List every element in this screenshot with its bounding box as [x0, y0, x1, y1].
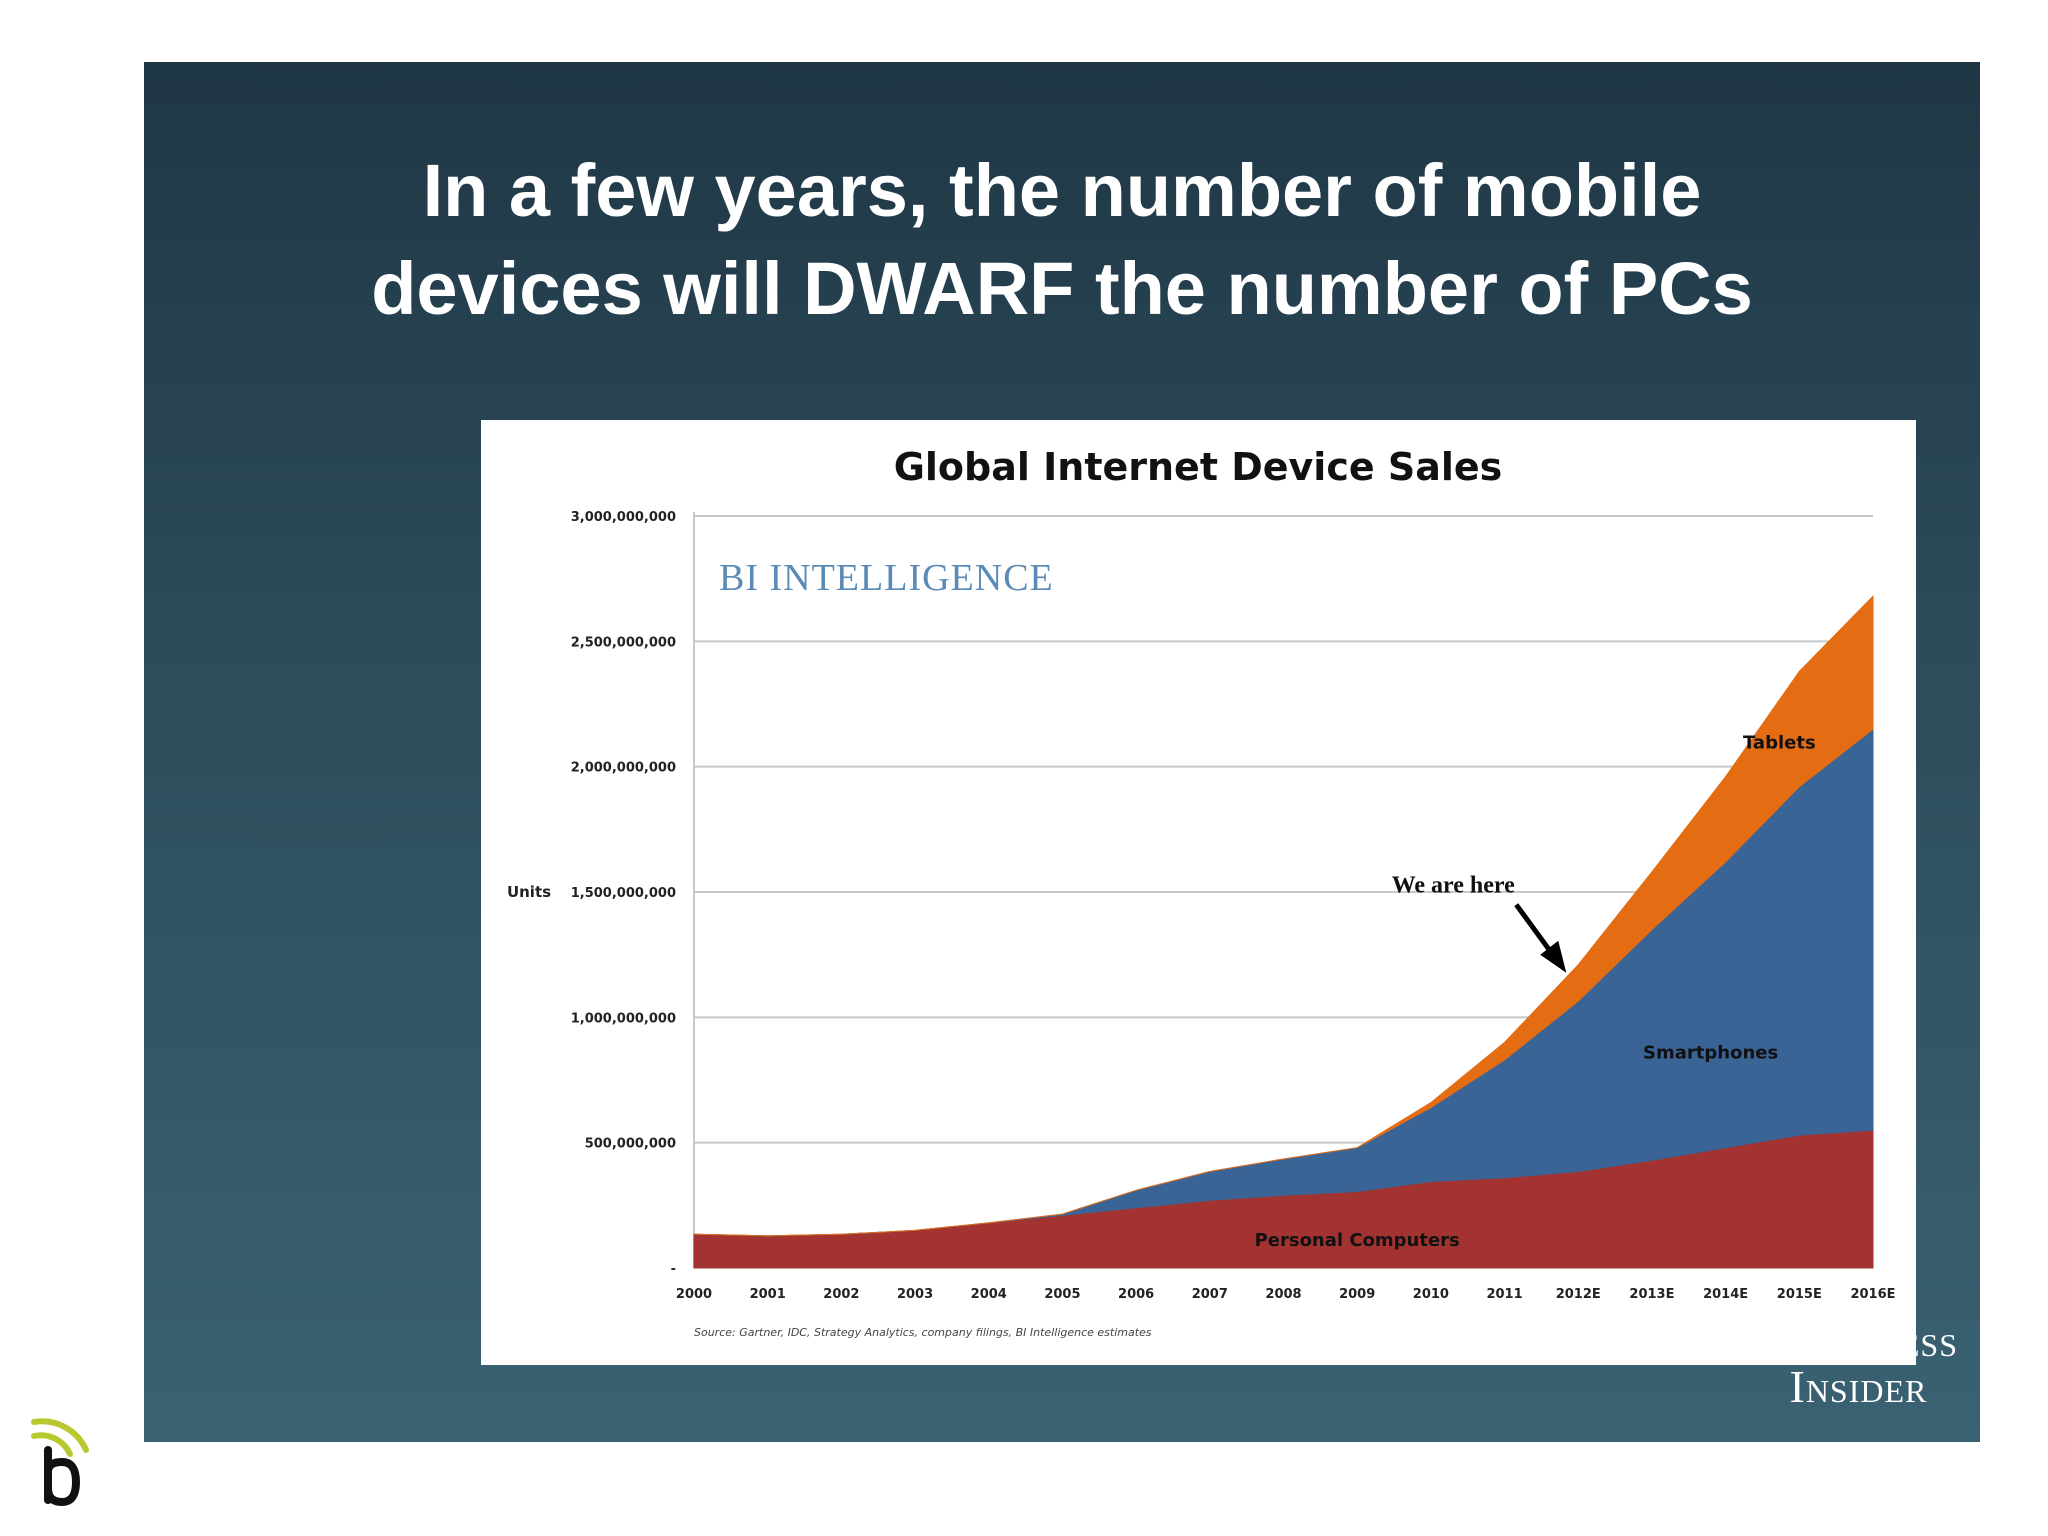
series-label: Smartphones [1643, 1043, 1778, 1064]
y-tick-label: 1,500,000,000 [571, 886, 676, 901]
x-tick-label: 2003 [897, 1287, 933, 1302]
x-tick-label: 2000 [676, 1287, 712, 1302]
y-tick-label: 1,000,000,000 [571, 1011, 676, 1026]
x-tick-label: 2001 [750, 1287, 786, 1302]
annotation-arrow-icon [1514, 903, 1557, 959]
x-tick-label: 2006 [1118, 1287, 1154, 1302]
slide-title: In a few years, the number of mobile dev… [144, 142, 1980, 338]
x-tick-label: 2004 [971, 1287, 1007, 1302]
x-tick-label: 2007 [1192, 1287, 1228, 1302]
chart-card: Global Internet Device Sales - 500,000,000… [481, 420, 1916, 1365]
area-tablets [693, 594, 1874, 1237]
y-tick-label: 2,500,000,000 [571, 635, 676, 650]
x-tick-label: 2002 [823, 1287, 859, 1302]
x-tick-label: 2013E [1629, 1287, 1674, 1302]
x-tick-label: 2010 [1413, 1287, 1449, 1302]
x-tick-label: 2009 [1339, 1287, 1375, 1302]
y-tick-label: - [671, 1262, 676, 1277]
x-tick-label: 2012E [1556, 1287, 1601, 1302]
brand-line-2: Insider [1789, 1361, 1928, 1412]
y-tick-label: 3,000,000,000 [571, 510, 676, 525]
series-label: Tablets [1743, 733, 1816, 754]
annotation-arrowhead-icon [1540, 940, 1567, 973]
slide-title-line-1: In a few years, the number of mobile [422, 149, 1702, 232]
slide-title-line-2: devices will DWARF the number of PCs [371, 247, 1753, 330]
x-tick-label: 2015E [1777, 1287, 1822, 1302]
source-note: Source: Gartner, IDC, Strategy Analytics… [694, 1326, 1152, 1339]
bi-intelligence-watermark: BI INTELLIGENCE [719, 557, 1054, 599]
brand-line-1: Business [1789, 1315, 1958, 1366]
x-tick-label: 2016E [1850, 1287, 1895, 1302]
business-insider-logo: Business Insider [1790, 1318, 1959, 1410]
we-are-here-annotation: We are here [1392, 873, 1515, 899]
device-sales-chart: Global Internet Device Sales - 500,000,000… [507, 445, 1896, 1339]
x-tick-label: 2014E [1703, 1287, 1748, 1302]
x-tick-label: 2008 [1265, 1287, 1301, 1302]
series-label: Personal Computers [1255, 1230, 1460, 1251]
y-tick-label: 500,000,000 [585, 1137, 676, 1152]
b-wifi-logo-icon [31, 1418, 89, 1507]
y-tick-label: 2,000,000,000 [571, 761, 676, 776]
x-tick-label: 2005 [1044, 1287, 1080, 1302]
x-tick-label: 2011 [1486, 1287, 1522, 1302]
y-axis-label: Units [507, 883, 551, 901]
slide-background: In a few years, the number of mobile dev… [144, 62, 1980, 1442]
chart-title: Global Internet Device Sales [894, 445, 1503, 489]
